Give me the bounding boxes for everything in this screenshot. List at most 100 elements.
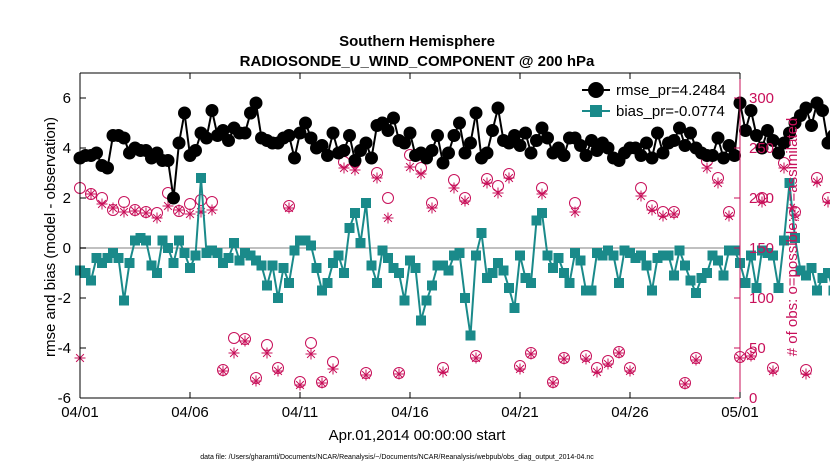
bias-point [444,266,454,276]
bias-point [306,241,316,251]
bias-point [284,278,294,288]
bias-point [394,268,404,278]
bias-point [125,258,135,268]
bias-point [774,283,784,293]
rmse-point [173,137,186,150]
obs-possible-point [306,338,317,349]
rmse-point [816,104,829,117]
rmse-point [635,149,648,162]
bias-point [262,281,272,291]
obs-assimilated-point [240,336,251,347]
obs-assimilated-point [801,369,812,380]
rmse-point [558,149,571,162]
y-left-tick-label: 6 [63,90,71,107]
obs-assimilated-point [383,213,394,224]
rmse-point [640,137,653,150]
bias-point [587,286,597,296]
plot-area [74,97,830,391]
obs-assimilated-point [295,380,306,391]
bias-point [224,253,234,263]
bias-point [471,251,481,261]
bias-point [268,261,278,271]
obs-assimilated-point [691,355,702,366]
x-tick-label: 04/26 [611,404,649,421]
rmse-point [250,97,263,110]
obs-assimilated-point [372,173,383,184]
obs-assimilated-point [196,207,207,218]
rmse-point [382,124,395,137]
rmse-point [360,137,373,150]
rmse-point [525,147,538,160]
rmse-point [805,119,818,132]
y-axis-right-label: # of obs: o=possible; ∗=assimilated [784,118,801,357]
rmse-point [519,127,532,140]
rmse-point [118,132,131,145]
rmse-point [167,192,180,205]
rmse-point [492,102,505,115]
x-axis-label: Apr.01,2014 00:00:00 start [329,427,507,444]
y-left-tick-label: -4 [58,340,71,357]
rmse-point [464,137,477,150]
rmse-point [728,149,741,162]
obs-possible-point [119,197,130,208]
rmse-point [486,124,499,137]
bias-point [152,268,162,278]
obs-assimilated-point [317,378,328,389]
obs-assimilated-point [636,191,647,202]
bias-point [279,263,289,273]
bias-point [642,261,652,271]
obs-assimilated-point [713,178,724,189]
obs-assimilated-point [647,205,658,216]
rmse-point [90,147,103,160]
x-tick-label: 04/11 [282,404,318,421]
y-left-tick-label: 0 [63,240,71,257]
bias-point [515,251,525,261]
y-right-tick-label: 0 [749,390,757,407]
bias-point [686,276,696,286]
bias-point [741,278,751,288]
bias-point [361,198,371,208]
obs-assimilated-point [724,211,735,222]
bias-point [455,248,465,258]
y-right-tick-label: 150 [749,240,774,257]
obs-assimilated-point [537,189,548,200]
obs-assimilated-point [207,205,218,216]
bias-point [169,258,179,268]
obs-possible-point [383,193,394,204]
obs-assimilated-point [680,379,691,390]
rmse-point [679,139,692,152]
obs-assimilated-point [548,378,559,389]
rmse-point [343,129,356,142]
y-left-tick-label: 2 [63,190,71,207]
obs-assimilated-point [108,203,119,214]
rmse-point [530,134,543,147]
bias-point [664,251,674,261]
bias-point [609,251,619,261]
rmse-point [514,139,527,152]
obs-assimilated-point [460,196,471,207]
bias-point [669,271,679,281]
rmse-point [470,107,483,120]
rmse-point [431,129,444,142]
y-right-tick-label: 250 [749,140,774,157]
bias-point [229,238,239,248]
bias-point [559,268,569,278]
obs-assimilated-point [625,366,636,377]
obs-assimilated-point [482,178,493,189]
chart-subtitle: RADIOSONDE_U_WIND_COMPONENT @ 200 hPa [240,53,595,70]
obs-assimilated-point [702,163,713,174]
rmse-point [712,132,725,145]
bias-point [636,251,646,261]
rmse-point [717,152,730,165]
bias-point [713,256,723,266]
bias-point [114,253,124,263]
obs-assimilated-point [86,189,97,200]
obs-assimilated-point [570,207,581,218]
rmse-point [321,149,334,162]
bias-point [422,296,432,306]
bias-point [427,281,437,291]
obs-assimilated-point [394,369,405,380]
rmse-point [481,147,494,160]
